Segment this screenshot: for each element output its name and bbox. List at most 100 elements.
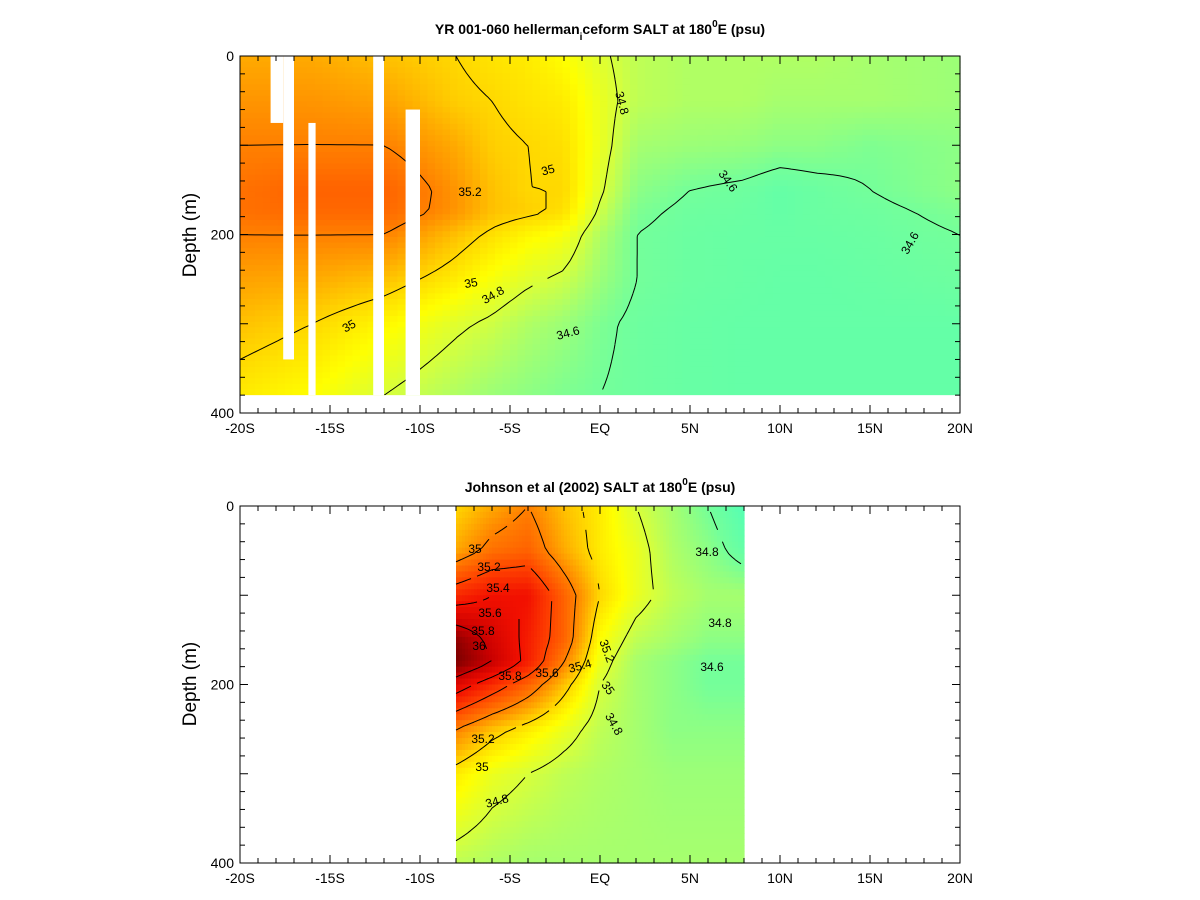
salinity-cell [330,67,339,74]
salinity-cell [322,248,331,255]
salinity-cell [525,197,534,204]
salinity-cell [772,270,781,278]
salinity-cell [720,118,729,125]
salinity-cell [397,344,406,351]
salinity-cell [397,180,406,187]
salinity-cell [562,106,571,114]
salinity-cell [855,253,864,261]
salinity-cell [915,299,924,306]
salinity-cell [262,253,271,261]
salinity-cell [885,299,894,306]
salinity-cell [382,248,391,255]
salinity-cell [255,270,264,278]
salinity-cell [532,61,541,68]
salinity-cell [675,332,684,340]
salinity-cell [240,282,249,289]
salinity-cell [757,157,766,164]
salinity-cell [427,287,436,294]
salinity-cell [877,72,886,80]
salinity-cell [660,84,669,91]
salinity-cell [930,236,939,244]
salinity-cell [660,316,669,323]
salinity-cell [667,248,676,255]
salinity-cell [540,236,549,244]
salinity-cell [630,101,639,108]
salinity-cell [345,191,354,198]
salinity-cell [720,129,729,136]
salinity-cell [832,101,841,108]
salinity-cell [277,202,286,210]
salinity-cell [660,78,669,85]
salinity-cell [510,276,519,283]
salinity-cell [487,95,496,102]
salinity-cell [630,310,639,317]
salinity-cell [420,327,429,334]
salinity-cell [390,231,399,238]
salinity-cell [810,332,819,340]
salinity-cell [480,293,489,300]
salinity-cell [472,327,481,334]
salinity-cell [480,123,489,131]
salinity-cell [525,321,534,328]
salinity-cell [240,349,249,357]
salinity-cell [832,146,841,153]
salinity-cell [660,310,669,317]
salinity-cell [555,186,564,193]
salinity-cell [885,282,894,289]
salinity-cell [922,270,931,278]
salinity-cell [607,293,616,300]
salinity-cell [802,214,811,221]
salinity-cell [855,202,864,210]
salinity-cell [727,253,736,261]
salinity-cell [547,259,556,266]
salinity-cell [292,321,301,328]
salinity-cell [420,78,429,85]
salinity-cell [630,259,639,266]
salinity-cell [765,270,774,278]
salinity-cell [255,118,264,125]
salinity-cell [847,276,856,283]
salinity-cell [825,169,834,176]
salinity-cell [255,72,264,80]
salinity-cell [427,242,436,249]
salinity-cell [427,118,436,125]
salinity-cell [742,61,751,68]
salinity-cell [322,140,331,148]
salinity-cell [907,123,916,131]
salinity-cell [765,287,774,294]
salinity-cell [720,219,729,227]
salinity-cell [465,202,474,210]
salinity-cell [697,293,706,300]
salinity-cell [862,169,871,176]
salinity-cell [292,112,301,119]
salinity-cell [637,123,646,131]
salinity-cell [907,118,916,125]
salinity-cell [690,174,699,181]
salinity-cell [660,180,669,187]
salinity-cell [292,259,301,266]
salinity-cell [367,259,376,266]
salinity-cell [870,304,879,311]
salinity-cell [577,89,586,97]
salinity-cell [510,304,519,311]
salinity-cell [630,242,639,249]
salinity-cell [255,321,264,328]
salinity-cell [262,304,271,311]
salinity-cell [690,225,699,232]
salinity-cell [292,225,301,232]
salinity-cell [352,259,361,266]
salinity-cell [562,219,571,227]
salinity-cell [495,163,504,170]
salinity-cell [592,123,601,131]
salinity-cell [615,180,624,187]
salinity-cell [487,163,496,170]
salinity-cell [937,152,946,159]
salinity-cell [502,316,511,323]
salinity-cell [442,56,451,63]
salinity-cell [660,146,669,153]
salinity-cell [262,259,271,266]
salinity-cell [585,304,594,311]
salinity-cell [555,174,564,181]
salinity-cell [435,321,444,328]
salinity-cell [517,101,526,108]
